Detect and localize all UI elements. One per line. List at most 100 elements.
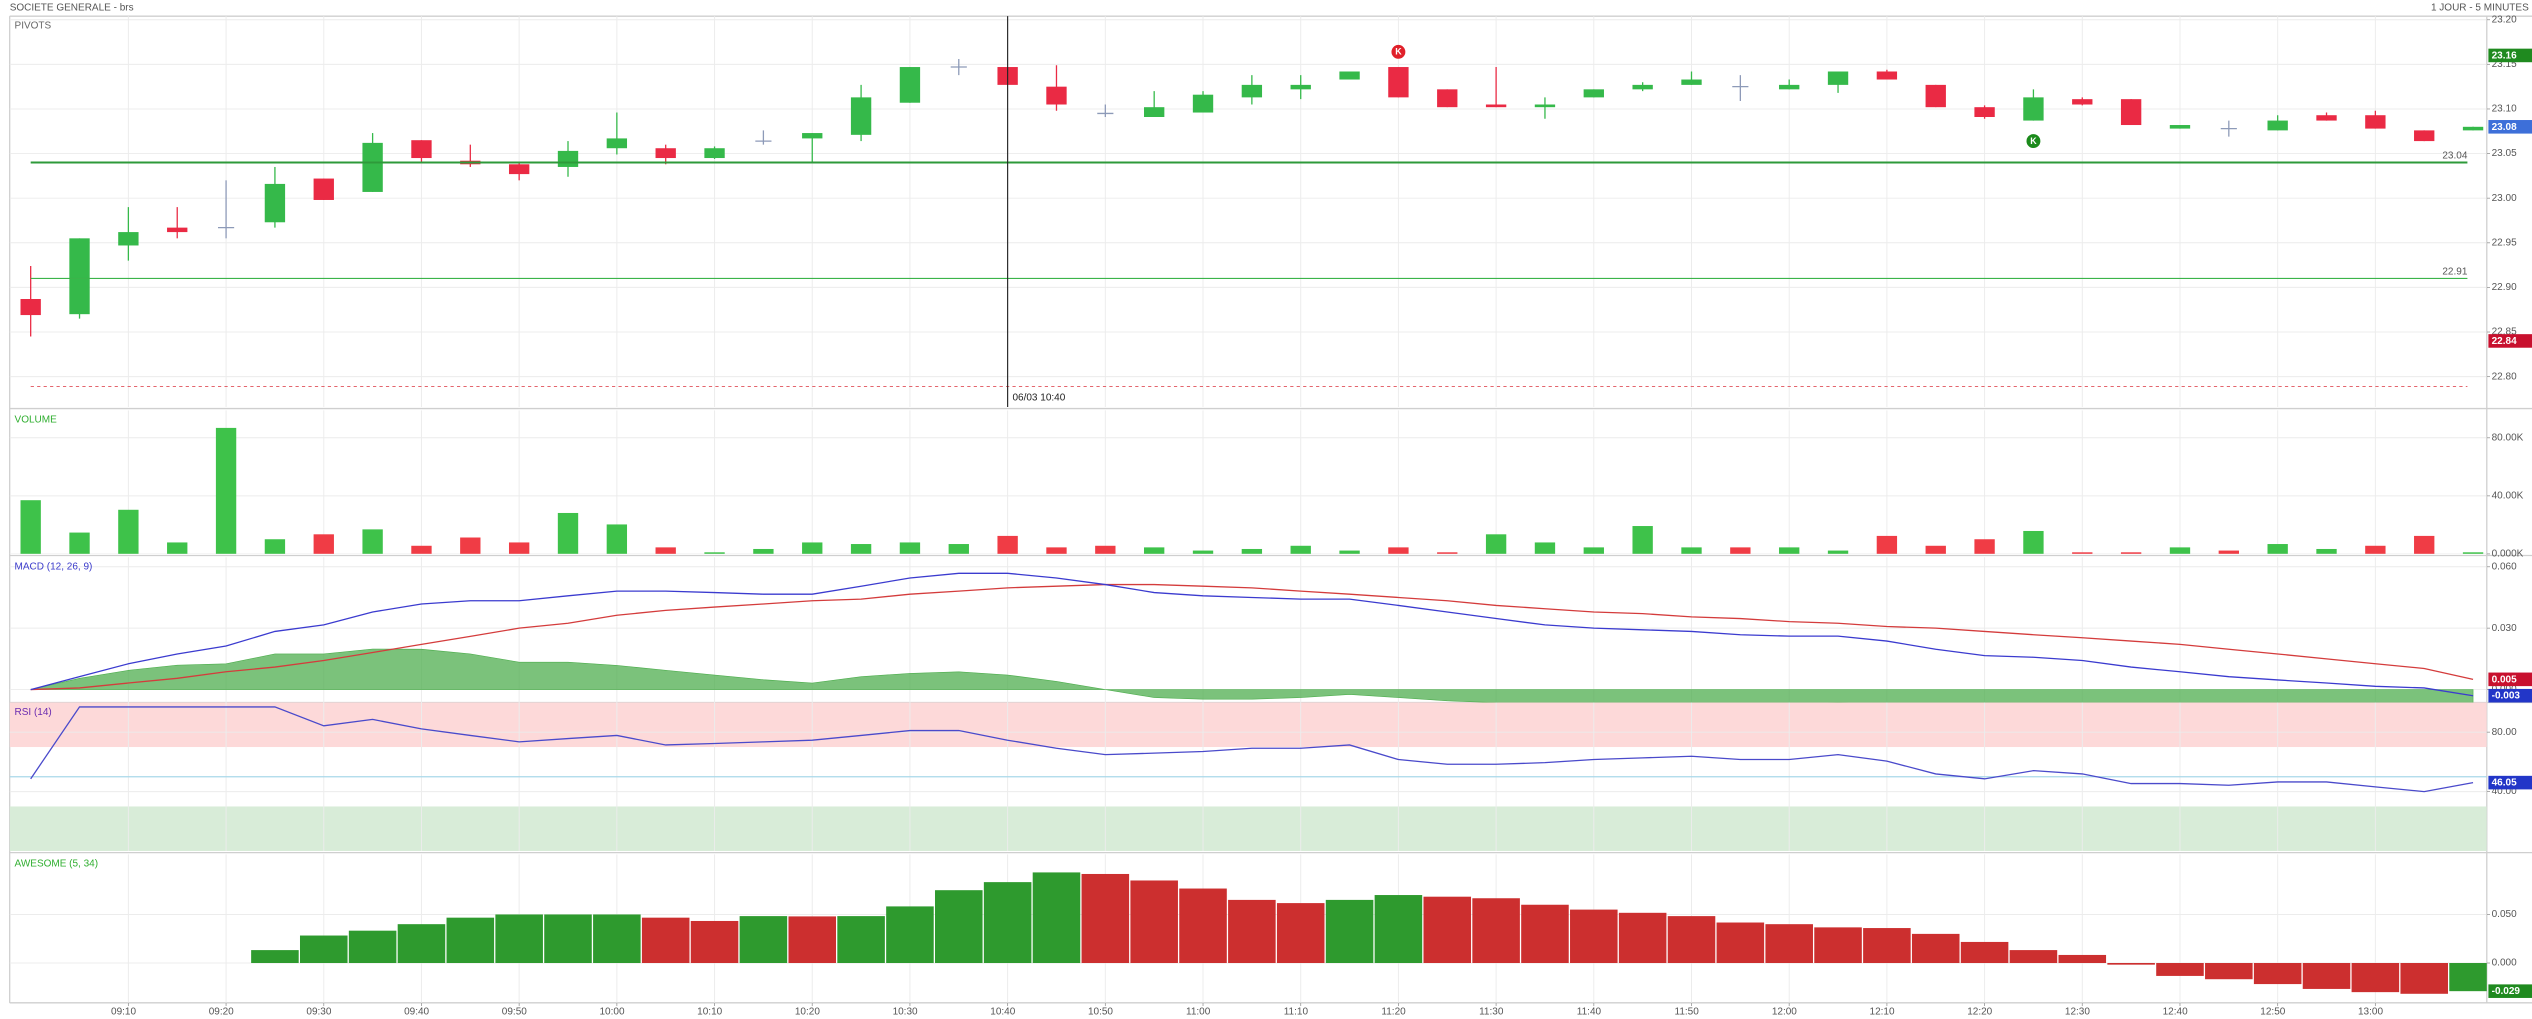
candle-body bbox=[2414, 130, 2435, 142]
volume-bar bbox=[802, 542, 823, 554]
volume-bar bbox=[460, 537, 481, 554]
x-tick-label: 11:30 bbox=[1479, 1006, 1504, 1017]
volume-bar bbox=[753, 548, 774, 554]
volume-bar bbox=[118, 509, 139, 554]
awesome-bar bbox=[1228, 899, 1276, 964]
awesome-bar bbox=[348, 930, 397, 964]
awesome-bar bbox=[1667, 916, 1716, 964]
y-tick-label: 0.050 bbox=[2492, 909, 2517, 920]
volume-bar bbox=[2218, 550, 2239, 554]
value-tag bbox=[2488, 672, 2532, 687]
volume-bar bbox=[1534, 542, 1556, 554]
awesome-bar bbox=[2253, 963, 2302, 985]
panel-title: PIVOTS bbox=[15, 21, 52, 32]
signal-marker bbox=[1391, 44, 1406, 59]
candle-body bbox=[802, 133, 823, 139]
value-tag bbox=[2488, 48, 2532, 63]
x-tick-label: 12:00 bbox=[1772, 1006, 1797, 1017]
panel bbox=[9, 702, 2487, 852]
candle-body bbox=[362, 142, 383, 192]
awesome-bar bbox=[1570, 909, 1618, 964]
awesome-bar bbox=[495, 914, 543, 964]
candle-body bbox=[167, 227, 188, 233]
panel bbox=[9, 557, 2487, 703]
awesome-bar bbox=[2449, 963, 2487, 992]
candle-body bbox=[1974, 107, 1995, 117]
awesome-bar bbox=[1814, 927, 1862, 964]
awesome-bar bbox=[397, 924, 446, 964]
y-tick-label: 23.00 bbox=[2492, 193, 2517, 204]
candle-body bbox=[1827, 71, 1849, 85]
x-tick-label: 12:40 bbox=[2163, 1006, 2188, 1017]
zone-band bbox=[9, 702, 2487, 748]
y-tick-label: 40.00K bbox=[2492, 490, 2524, 501]
volume-bar bbox=[2072, 552, 2093, 554]
candle-body bbox=[2169, 125, 2191, 129]
volume-bar bbox=[1192, 550, 1214, 554]
candle-body bbox=[2365, 115, 2386, 129]
x-tick-label: 10:10 bbox=[697, 1006, 722, 1017]
y-tick-label: 0.030 bbox=[2492, 623, 2517, 634]
y-tick-label: 0.060 bbox=[2492, 561, 2517, 572]
awesome-bar bbox=[2351, 963, 2400, 993]
awesome-bar bbox=[1325, 899, 1374, 964]
awesome-bar bbox=[1423, 896, 1472, 964]
x-tick-label: 09:50 bbox=[502, 1006, 527, 1017]
x-tick-label: 12:30 bbox=[2065, 1006, 2090, 1017]
indicator-line bbox=[30, 583, 2474, 691]
crosshair-label-bg bbox=[1009, 389, 1079, 406]
volume-bar bbox=[1876, 535, 1898, 554]
y-tick-label: 0.000 bbox=[2492, 958, 2517, 969]
value-tag-label: 22.84 bbox=[2492, 336, 2517, 347]
awesome-bar bbox=[690, 920, 739, 964]
awesome-bar bbox=[446, 917, 495, 964]
awesome-bar bbox=[886, 906, 934, 964]
awesome-bar bbox=[1863, 928, 1911, 964]
candle-body bbox=[1876, 71, 1898, 80]
panel-title: MACD (12, 26, 9) bbox=[15, 561, 93, 572]
candle-body bbox=[1437, 89, 1458, 108]
volume-bar bbox=[1730, 547, 1751, 554]
volume-bar bbox=[167, 542, 188, 554]
y-tick-label: 80.00K bbox=[2492, 432, 2524, 443]
signal-marker-label: K bbox=[2030, 136, 2037, 146]
awesome-bar bbox=[2400, 963, 2448, 994]
volume-bar bbox=[1339, 550, 1360, 554]
candle-body bbox=[20, 299, 41, 316]
candle-body bbox=[2462, 126, 2484, 131]
candle-body bbox=[1046, 86, 1067, 105]
x-tick-label: 10:40 bbox=[990, 1006, 1015, 1017]
value-tag bbox=[2488, 984, 2532, 998]
awesome-bar bbox=[1618, 912, 1667, 964]
volume-bar bbox=[557, 512, 579, 554]
instrument-title: SOCIETE GENERALE - brs bbox=[10, 3, 134, 14]
x-tick-label: 12:10 bbox=[1870, 1006, 1895, 1017]
candle-body bbox=[411, 140, 432, 159]
volume-bar bbox=[264, 539, 286, 554]
x-tick-label: 10:30 bbox=[893, 1006, 918, 1017]
crosshair-label: 06/03 10:40 bbox=[1012, 393, 1065, 404]
awesome-bar bbox=[983, 882, 1032, 964]
volume-bar bbox=[1779, 547, 1800, 554]
y-tick-label: 22.85 bbox=[2492, 327, 2517, 338]
volume-bar bbox=[313, 534, 334, 554]
x-tick-label: 10:50 bbox=[1088, 1006, 1113, 1017]
y-tick-label: 22.80 bbox=[2492, 371, 2517, 382]
panel bbox=[9, 410, 2487, 554]
value-tag-label: 23.16 bbox=[2492, 50, 2517, 61]
volume-bar bbox=[508, 542, 530, 554]
panel-title: VOLUME bbox=[15, 415, 58, 426]
y-tick-label: 23.10 bbox=[2492, 104, 2517, 115]
indicator-line bbox=[30, 706, 2474, 793]
awesome-bar bbox=[641, 917, 690, 964]
panel: 23.04 22.91 K K bbox=[9, 16, 2487, 407]
awesome-bar bbox=[1716, 922, 1765, 964]
volume-bar bbox=[1681, 547, 1702, 554]
volume-bar bbox=[2365, 545, 2386, 554]
candle-body bbox=[1144, 107, 1165, 117]
awesome-bar bbox=[2009, 950, 2058, 964]
candle-body bbox=[1925, 84, 1946, 108]
candle-body bbox=[2120, 99, 2142, 126]
x-tick-label: 11:00 bbox=[1186, 1006, 1211, 1017]
signal-marker-label: K bbox=[1395, 47, 1402, 57]
